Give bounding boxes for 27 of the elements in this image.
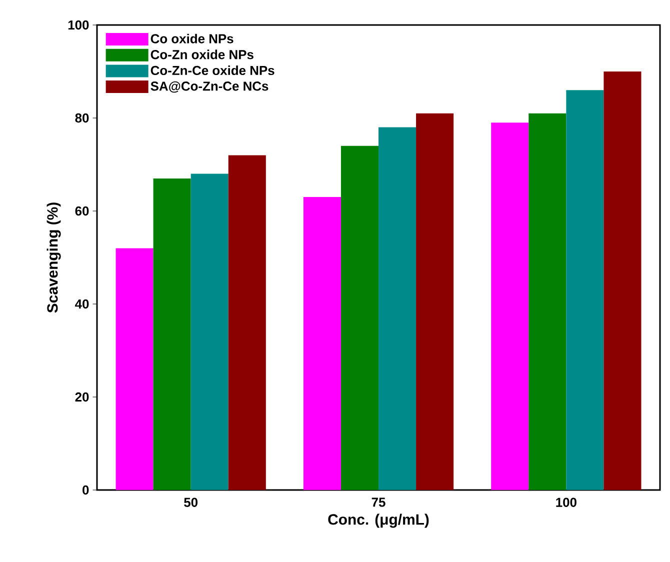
x-tick-label: 100: [556, 498, 576, 507]
bar: [116, 248, 154, 490]
y-tick-label: 100: [68, 20, 89, 30]
bar: [228, 155, 266, 490]
y-axis-title: Scavenging (%): [46, 202, 61, 313]
bar: [604, 71, 642, 490]
x-axis-title: Conc. (μg/mL): [328, 514, 429, 528]
bar: [378, 127, 416, 490]
legend-label: Co oxide NPs: [150, 34, 234, 44]
bar: [416, 113, 454, 490]
legend-label: Co-Zn oxide NPs: [150, 50, 254, 60]
bar: [528, 113, 566, 490]
y-tick-label: 20: [75, 392, 89, 402]
bar: [491, 122, 529, 490]
bar: [566, 90, 604, 490]
x-tick-label: 50: [184, 498, 198, 507]
legend-label: Co-Zn-Ce oxide NPs: [150, 66, 274, 76]
bar: [190, 174, 228, 490]
bar: [153, 178, 191, 490]
bar: [340, 146, 379, 490]
y-tick-label: 60: [75, 206, 89, 216]
x-tick-label: 75: [372, 498, 386, 507]
bar: [303, 197, 341, 490]
y-tick-label: 0: [82, 485, 89, 495]
legend-label: SA@Co-Zn-Ce NCs: [150, 81, 268, 93]
y-tick-label: 80: [75, 113, 89, 123]
y-tick-label: 40: [75, 299, 89, 309]
